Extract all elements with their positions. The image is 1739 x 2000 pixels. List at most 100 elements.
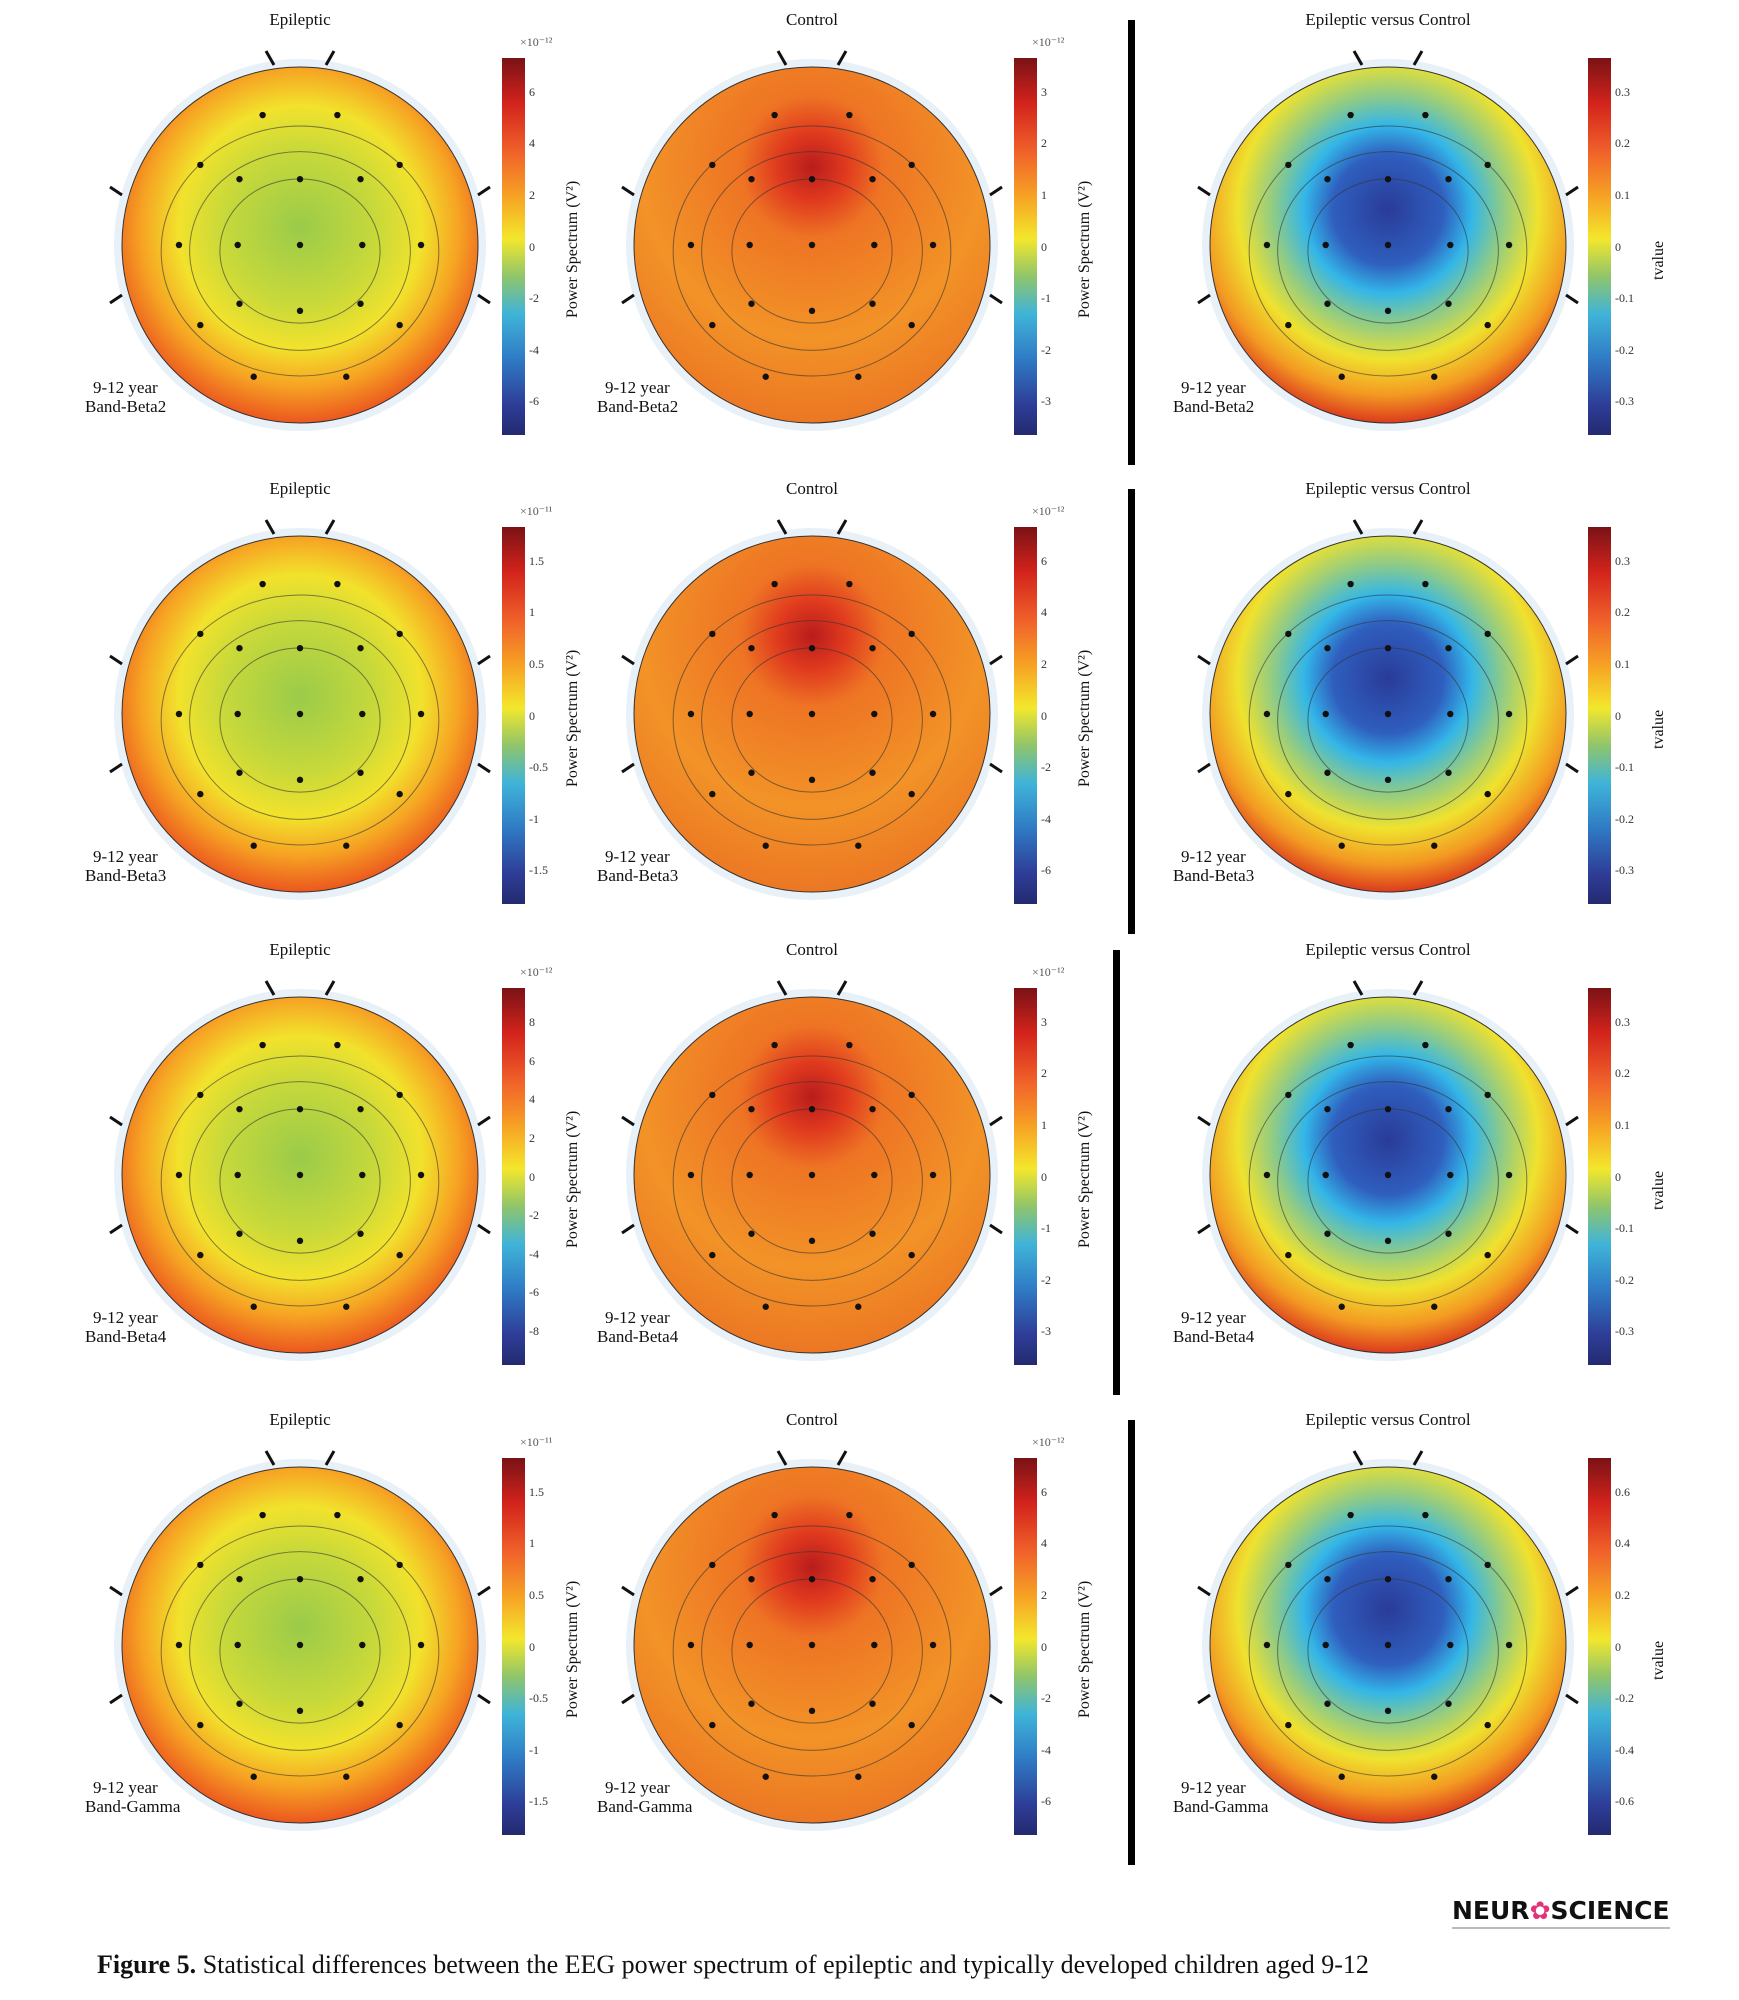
electrode-dot bbox=[236, 1105, 243, 1113]
electrode-dot bbox=[1447, 1171, 1454, 1179]
electrode-dot bbox=[296, 175, 304, 183]
colorbar-tick-label: 0.3 bbox=[1615, 553, 1630, 568]
electrode-dot bbox=[1505, 710, 1513, 718]
electrode-dot bbox=[808, 1641, 816, 1649]
electrode-dot bbox=[808, 644, 816, 652]
contour-line bbox=[1248, 1525, 1528, 1777]
contour-line bbox=[189, 1081, 411, 1281]
colorbar-tick-label: 0.5 bbox=[529, 1587, 544, 1602]
electrode-dot bbox=[1285, 790, 1292, 798]
panel-label: 9-12 year Band-Beta2 bbox=[1173, 378, 1254, 416]
electrode-dot bbox=[417, 1171, 425, 1179]
age-label: 9-12 year bbox=[93, 1778, 158, 1797]
colorbar-tick-label: 0 bbox=[529, 239, 535, 254]
colorbar-tick-label: 0 bbox=[529, 1169, 535, 1184]
nose-icon bbox=[776, 1450, 848, 1466]
column-divider bbox=[1128, 20, 1135, 465]
colorbar-tick-label: -4 bbox=[1041, 1742, 1051, 1757]
colorbar-tick-label: -1.5 bbox=[529, 863, 548, 878]
electrode-dot bbox=[1263, 710, 1271, 718]
electrode-dot bbox=[908, 161, 915, 169]
colorbar-tick-label: -0.3 bbox=[1615, 863, 1634, 878]
electrode-dot bbox=[234, 1641, 241, 1649]
colorbar-tick-label: -0.5 bbox=[529, 1691, 548, 1706]
electrode-dot bbox=[1445, 1230, 1452, 1237]
electrode-dot bbox=[762, 1303, 769, 1310]
electrode-dot bbox=[869, 1230, 876, 1237]
electrode-dot bbox=[396, 630, 403, 638]
electrode-dot bbox=[357, 1230, 364, 1237]
nose-icon bbox=[264, 1450, 336, 1466]
electrode-dot bbox=[871, 1641, 878, 1649]
colorbar-tick-label: 4 bbox=[1041, 1536, 1047, 1551]
nose-icon bbox=[1352, 980, 1424, 996]
colorbar-tick-label: 3 bbox=[1041, 84, 1047, 99]
electrode-dot bbox=[1445, 300, 1452, 307]
electrode-dot bbox=[417, 1641, 425, 1649]
electrode-dot bbox=[296, 1171, 304, 1179]
nose-icon bbox=[264, 50, 336, 66]
electrode-dot bbox=[296, 1575, 304, 1583]
electrode-dot bbox=[929, 1171, 937, 1179]
contour-line bbox=[160, 1525, 440, 1777]
colorbar-tick-label: -2 bbox=[1041, 342, 1051, 357]
nose-icon bbox=[264, 980, 336, 996]
electrode-dot bbox=[748, 175, 755, 183]
electrode-dot bbox=[197, 321, 204, 329]
electrode-dot bbox=[396, 321, 403, 329]
electrode-dot bbox=[1322, 710, 1329, 718]
contour-line bbox=[701, 620, 923, 820]
topomap-panel-versus: Epileptic versus Control 9-12 year Band-Be… bbox=[1128, 0, 1688, 460]
colorbar-tick-label: 0.3 bbox=[1615, 84, 1630, 99]
electrode-dot bbox=[197, 1721, 204, 1729]
electrode-dot bbox=[1285, 1251, 1292, 1259]
electrode-dot bbox=[259, 111, 266, 119]
electrode-dot bbox=[762, 842, 769, 849]
colorbar-tick-label: 4 bbox=[529, 1092, 535, 1107]
electrode-dot bbox=[1384, 241, 1392, 249]
electrode-dot bbox=[1484, 1251, 1491, 1259]
electrode-dot bbox=[343, 1773, 350, 1780]
scalp-topomap bbox=[1197, 519, 1579, 900]
nose-icon bbox=[776, 50, 848, 66]
logo-text-left: NEUR bbox=[1452, 1896, 1530, 1925]
electrode-dot bbox=[296, 1707, 304, 1715]
electrode-dot bbox=[1347, 580, 1354, 588]
electrode-dot bbox=[908, 1091, 915, 1099]
electrode-dot bbox=[1431, 842, 1438, 849]
electrode-dot bbox=[343, 842, 350, 849]
panel-title: Epileptic versus Control bbox=[1305, 10, 1471, 29]
contour-line bbox=[189, 1551, 411, 1751]
age-label: 9-12 year bbox=[1181, 847, 1246, 866]
topomap-panel-versus: Epileptic versus Control 9-12 year Band-Be… bbox=[1128, 469, 1688, 929]
colorbar-tick-label: 0 bbox=[529, 1639, 535, 1654]
colorbar-exponent: ×10⁻¹¹ bbox=[520, 504, 553, 518]
electrode-dot bbox=[359, 1641, 366, 1649]
panel-label: 9-12 year Band-Gamma bbox=[85, 1778, 180, 1816]
colorbar-tick-label: 0.1 bbox=[1615, 187, 1630, 202]
colorbar-tick-label: 6 bbox=[1041, 1484, 1047, 1499]
electrode-dot bbox=[1347, 1511, 1354, 1519]
colorbar-tick-label: -1 bbox=[529, 1742, 539, 1757]
colorbar-tick-label: 0 bbox=[1615, 708, 1621, 723]
colorbar-tick-label: -4 bbox=[1041, 811, 1051, 826]
nose-icon bbox=[1352, 50, 1424, 66]
age-label: 9-12 year bbox=[1181, 378, 1246, 397]
electrode-dot bbox=[197, 790, 204, 798]
electrode-dot bbox=[1338, 373, 1345, 380]
panel-label: 9-12 year Band-Beta3 bbox=[85, 847, 166, 885]
colorbar-tick-label: -8 bbox=[529, 1324, 539, 1339]
ear-icon bbox=[109, 185, 491, 305]
electrode-dot bbox=[1384, 307, 1392, 315]
colorbar-tick-label: 1 bbox=[529, 605, 535, 620]
electrode-dot bbox=[1338, 842, 1345, 849]
electrode-dot bbox=[771, 111, 778, 119]
colorbar-tick-label: -4 bbox=[529, 342, 539, 357]
contour-line bbox=[672, 1525, 952, 1777]
electrode-dot bbox=[1263, 1641, 1271, 1649]
colorbar-tick-label: -0.3 bbox=[1615, 1324, 1634, 1339]
colorbar-tick-label: 4 bbox=[529, 136, 535, 151]
topomap-panel-epileptic: Epileptic 9-12 year Band-Beta2 ×10⁻¹² 6 4 2 0 -2… bbox=[40, 0, 600, 460]
topomap-panel-control: Control 9-12 year Band-Beta3 ×10⁻¹² 6 4 2 0 -2 -4… bbox=[552, 469, 1112, 929]
colorbar-tick-label: 0.3 bbox=[1615, 1014, 1630, 1029]
